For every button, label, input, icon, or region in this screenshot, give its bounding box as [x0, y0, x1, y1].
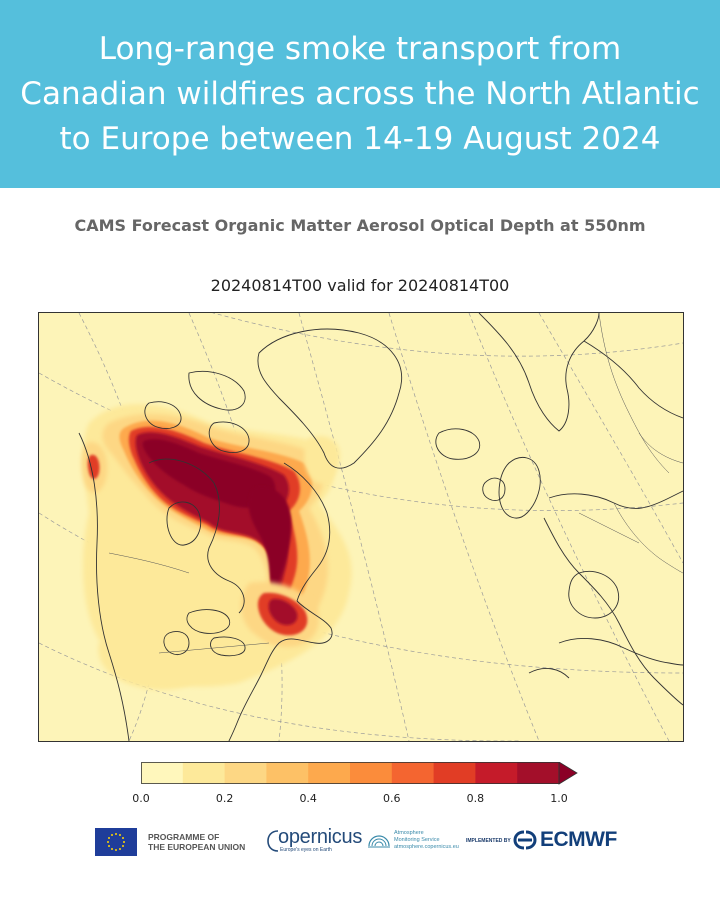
aod-map [38, 312, 684, 742]
copernicus-c-icon [267, 830, 279, 852]
colorbar-frame [141, 762, 560, 784]
colorbar-tick-label: 0.8 [466, 792, 485, 805]
eu-line-2: THE EUROPEAN UNION [148, 842, 246, 852]
cams-logo: Atmosphere Monitoring Service atmosphere… [366, 828, 459, 856]
ecmwf-logo: ECMWF [512, 828, 617, 856]
colorbar [141, 761, 581, 796]
headline-line-2: Canadian wildfires across the North Atla… [20, 75, 700, 112]
eu-line-1: PROGRAMME OF [148, 832, 220, 842]
colorbar-segment [350, 762, 393, 784]
cams-dome-icon [368, 835, 390, 848]
eu-flag-logo [95, 828, 137, 856]
map-title: 20240814T00 valid for 20240814T00 [210, 276, 510, 295]
map-canvas [39, 313, 683, 741]
header-banner: Long-range smoke transport from Canadian… [0, 0, 720, 188]
colorbar-segment [182, 762, 226, 784]
colorbar-tick-label: 0.6 [383, 792, 401, 805]
implemented-by-label: IMPLEMENTED BY [466, 838, 511, 844]
ecmwf-wordmark: ECMWF [540, 828, 617, 851]
headline-line-1: Long-range smoke transport from [98, 30, 622, 67]
colorbar-segment [141, 762, 184, 784]
colorbar-tick-label: 0.2 [215, 792, 234, 805]
colorbar-segment [266, 762, 309, 784]
eu-stars-icon [107, 833, 125, 851]
copernicus-tagline: Europe's eyes on Earth [280, 847, 332, 853]
borders [108, 313, 683, 654]
ecmwf-mark-icon [513, 830, 537, 850]
colorbar-segment [224, 762, 267, 784]
colorbar-tick-label: 0.4 [299, 792, 317, 805]
copernicus-logo: opernicus Europe's eyes on Earth [266, 826, 362, 853]
colorbar-tick-label: 1.0 [550, 792, 568, 805]
colorbar-segment [433, 762, 476, 784]
colorbar-scale [141, 761, 578, 785]
coastlines [78, 313, 683, 741]
copernicus-wordmark: opernicus [278, 826, 363, 848]
cams-text: Atmosphere Monitoring Service atmosphere… [394, 830, 459, 851]
smoke-plume [81, 404, 352, 690]
product-subtitle: CAMS Forecast Organic Matter Aerosol Opt… [74, 216, 646, 235]
headline-line-3: to Europe between 14-19 August 2024 [59, 120, 661, 157]
colorbar-segment [517, 762, 560, 784]
colorbar-segment [391, 762, 435, 784]
colorbar-tick-label: 0.0 [132, 792, 150, 805]
cams-line-1: Atmosphere [394, 830, 424, 836]
eu-programme-text: PROGRAMME OF THE EUROPEAN UNION [148, 832, 245, 852]
colorbar-extend-arrow [558, 761, 578, 785]
colorbar-segment [475, 762, 518, 784]
cams-line-2: Monitoring Service [394, 837, 440, 843]
cams-line-3: atmosphere.copernicus.eu [394, 844, 459, 850]
colorbar-segment [308, 762, 351, 784]
